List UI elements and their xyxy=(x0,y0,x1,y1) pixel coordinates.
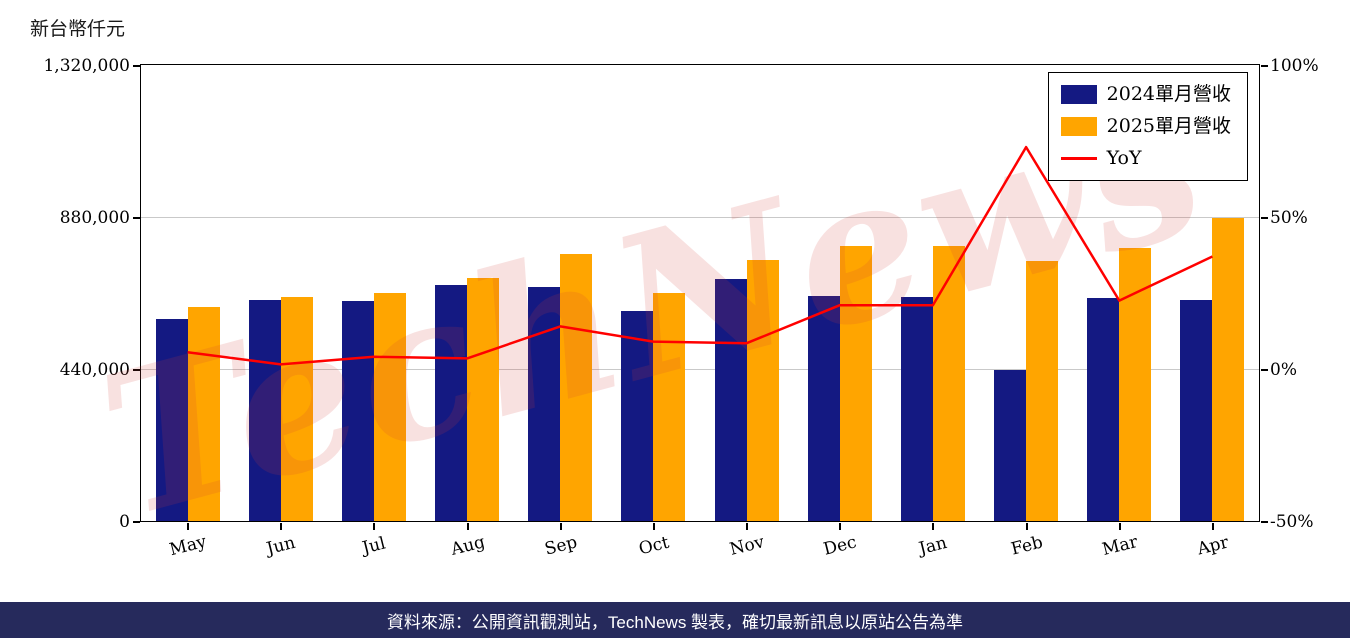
x-axis-tick xyxy=(373,523,376,530)
x-axis-tick-label-Dec: Dec xyxy=(821,532,859,560)
x-axis-tick xyxy=(187,523,190,530)
footer-bar: 資料來源：公開資訊觀測站，TechNews 製表，確切最新訊息以原站公告為準 xyxy=(0,602,1350,638)
bar-2024單月營收-Oct xyxy=(621,311,654,521)
legend-swatch-yoy-line-icon xyxy=(1060,157,1097,160)
bar-2024單月營收-Jan xyxy=(900,296,933,521)
x-axis-tick xyxy=(1118,523,1121,530)
legend-item-2024: 2024單月營收 xyxy=(1060,83,1231,106)
x-axis-tick-label-Mar: Mar xyxy=(1100,531,1140,561)
plot-area xyxy=(140,64,1260,522)
bar-2025單月營收-Jul xyxy=(373,292,406,521)
bar-2024單月營收-Jul xyxy=(341,300,374,521)
x-axis-tick-label-Apr: Apr xyxy=(1195,532,1231,560)
bar-2025單月營收-Dec xyxy=(839,246,872,521)
gridline xyxy=(141,369,1259,370)
x-axis-tick xyxy=(746,523,749,530)
yoy-line xyxy=(187,145,1213,366)
bar-2024單月營收-Jun xyxy=(248,299,281,521)
bar-2024單月營收-May xyxy=(155,318,188,521)
x-axis-tick-label-Aug: Aug xyxy=(448,532,487,560)
bar-2024單月營收-Dec xyxy=(807,295,840,521)
x-axis-tick-label-Oct: Oct xyxy=(636,532,672,560)
x-axis-tick-label-Jun: Jun xyxy=(264,532,298,560)
legend-label-2025: 2025單月營收 xyxy=(1106,115,1231,137)
x-axis-tick xyxy=(559,523,562,530)
bar-2024單月營收-Sep xyxy=(528,286,561,521)
x-axis-tick-label-Jul: Jul xyxy=(360,533,389,559)
x-axis-tick-label-Nov: Nov xyxy=(727,532,767,560)
bar-2025單月營收-Feb xyxy=(1026,261,1059,521)
y-axis-left-tick-label: 0 xyxy=(119,511,130,532)
y-axis-right-tick xyxy=(1261,520,1268,523)
bar-2025單月營收-Apr xyxy=(1212,217,1245,521)
bar-2025單月營收-May xyxy=(187,306,220,521)
x-axis-tick-label-Feb: Feb xyxy=(1008,532,1045,560)
bar-2025單月營收-Jun xyxy=(280,296,313,521)
x-axis-tick xyxy=(932,523,935,530)
y-axis-left-tick xyxy=(133,368,140,371)
legend-label-yoy: YoY xyxy=(1106,147,1142,169)
x-axis-tick-label-Sep: Sep xyxy=(542,532,579,560)
bar-2025單月營收-Oct xyxy=(653,292,686,521)
bar-2024單月營收-Nov xyxy=(714,278,747,521)
x-axis-tick-label-Jan: Jan xyxy=(917,532,950,560)
legend-item-2025: 2025單月營收 xyxy=(1060,115,1231,138)
gridline xyxy=(141,217,1259,218)
x-axis-tick xyxy=(280,523,283,530)
x-axis-tick xyxy=(1025,523,1028,530)
bar-2024單月營收-Apr xyxy=(1180,299,1213,521)
x-axis-tick xyxy=(839,523,842,530)
x-axis-tick xyxy=(652,523,655,530)
y-axis-right-tick xyxy=(1261,368,1268,371)
legend-swatch-2025-icon xyxy=(1060,117,1097,136)
bar-2025單月營收-Nov xyxy=(746,259,779,521)
y-axis-right-tick-label: 50% xyxy=(1270,207,1308,228)
y-axis-left-tick-label: 1,320,000 xyxy=(43,55,130,76)
x-axis-tick xyxy=(1211,523,1214,530)
legend: 2024單月營收 2025單月營收 YoY xyxy=(1047,72,1248,181)
x-axis-tick-label-May: May xyxy=(167,531,209,561)
bar-2025單月營收-Aug xyxy=(467,277,500,521)
y-axis-unit-label: 新台幣仟元 xyxy=(30,18,126,40)
bar-2024單月營收-Aug xyxy=(435,285,468,521)
y-axis-left-tick xyxy=(133,520,140,523)
y-axis-right-tick-label: 100% xyxy=(1270,55,1319,76)
footer-text: 資料來源：公開資訊觀測站，TechNews 製表，確切最新訊息以原站公告為準 xyxy=(386,612,964,632)
legend-item-yoy: YoY xyxy=(1060,147,1231,170)
bar-2024單月營收-Mar xyxy=(1087,297,1120,521)
y-axis-right-tick xyxy=(1261,216,1268,219)
y-axis-left-tick-label: 440,000 xyxy=(59,359,130,380)
y-axis-left-tick xyxy=(133,64,140,67)
y-axis-right-tick-label: -50% xyxy=(1270,511,1314,532)
bar-2025單月營收-Sep xyxy=(560,254,593,521)
legend-label-2024: 2024單月營收 xyxy=(1106,83,1231,105)
legend-swatch-2024-icon xyxy=(1060,85,1097,104)
y-axis-left-tick xyxy=(133,216,140,219)
bar-2025單月營收-Jan xyxy=(932,246,965,521)
bar-2024單月營收-Feb xyxy=(994,369,1027,521)
y-axis-right-tick-label: 0% xyxy=(1270,359,1297,380)
x-axis-tick xyxy=(466,523,469,530)
y-axis-left-tick-label: 880,000 xyxy=(59,207,130,228)
y-axis-right-tick xyxy=(1261,64,1268,67)
